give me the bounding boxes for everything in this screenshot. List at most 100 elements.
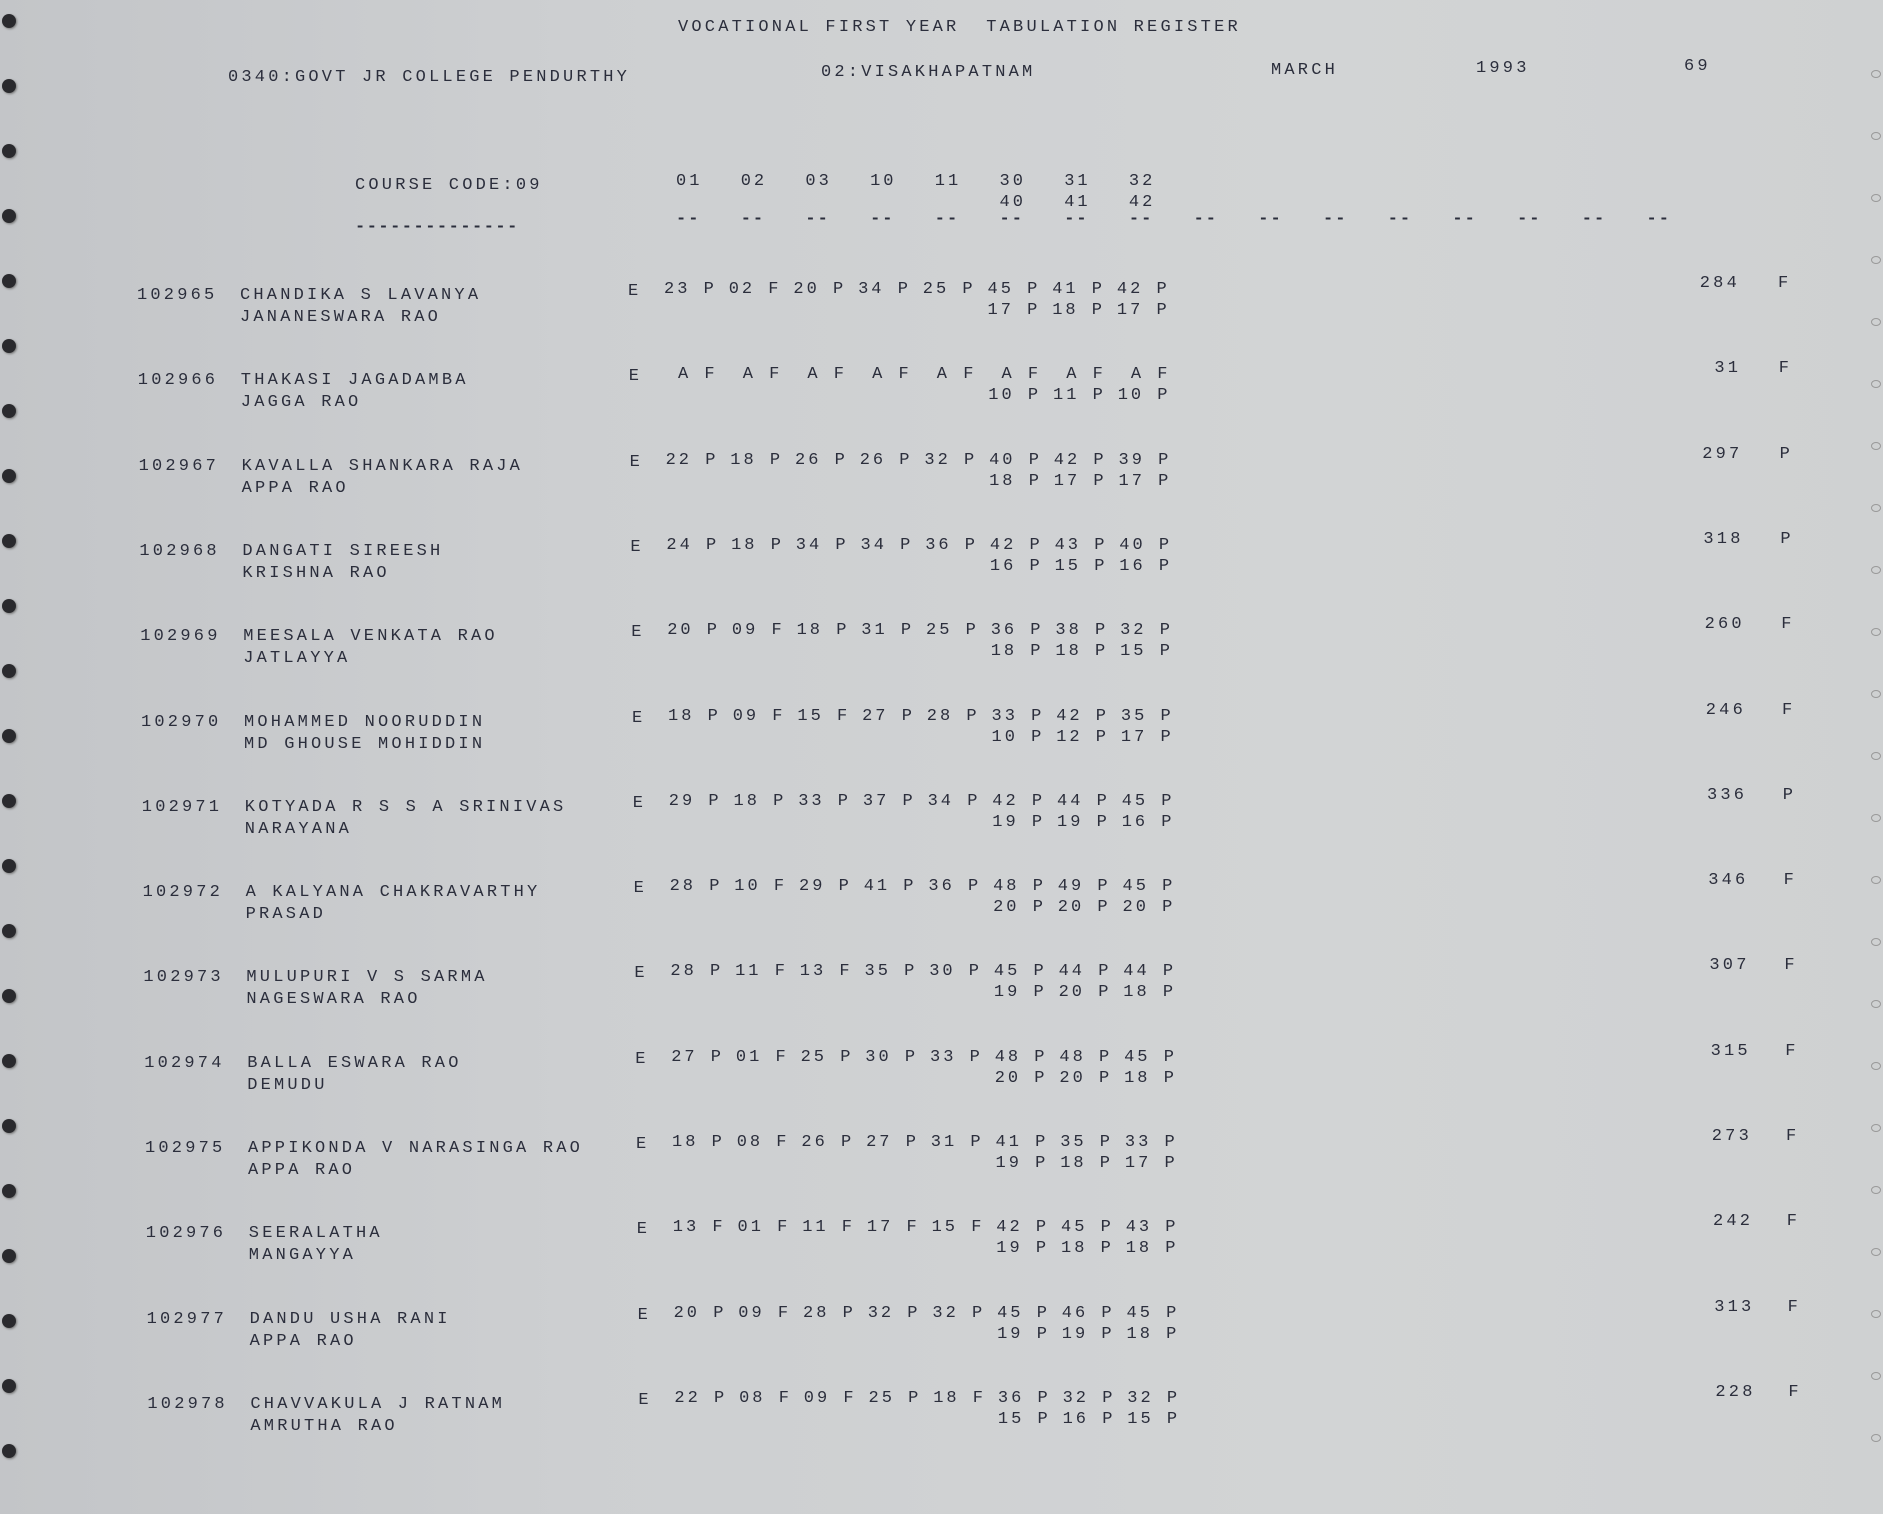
subject-mark: 36 P [990,621,1044,641]
father-name: APPA RAO [249,1331,357,1351]
roll-number: 102974 [144,1053,225,1073]
student-name: BALLA ESWARA RAO [247,1053,462,1073]
register-title: VOCATIONAL FIRST YEAR TABULATION REGISTE… [678,18,1241,37]
subject-mark: 19 P [996,1239,1050,1259]
exam-type: E [628,282,642,301]
page-number: 69 [1684,57,1711,76]
subject-mark: 18 P [733,791,787,811]
subject-mark: 18 P [731,535,784,555]
exam-type: E [635,1049,649,1069]
punch-hole-icon [1871,504,1881,512]
subject-mark: 20 P [667,621,720,641]
subject-mark: 29 P [668,791,722,811]
subject-code: 03 [805,172,832,191]
subject-mark: 19 P [993,983,1047,1003]
subject-mark: 37 P [862,791,916,811]
exam-type: E [638,1390,652,1410]
subject-mark: 45 P [1061,1218,1114,1238]
roll-number: 102977 [146,1309,228,1329]
subject-mark: 12 P [1056,727,1109,747]
subject-mark: 16 P [989,556,1043,576]
subject-mark: 45 P [1126,1303,1180,1323]
student-name: APPIKONDA V NARASINGA RAO [248,1139,584,1158]
column-divider: -- [805,210,830,229]
punch-hole-icon [1871,1186,1881,1194]
column-divider: -- [1387,210,1413,229]
student-name: CHAVVAKULA J RATNAM [250,1394,506,1414]
exam-type: E [636,1220,651,1240]
subject-code: 40 [999,193,1026,212]
subject-mark: 32 P [924,450,978,470]
subject-mark: 41 P [995,1133,1049,1152]
father-name: JATLAYYA [243,649,351,669]
roll-number: 102976 [145,1224,227,1244]
total-marks: 260 [1704,615,1745,635]
subject-mark: 08 F [736,1133,790,1152]
subject-mark: 26 P [801,1133,855,1152]
result-status: F [1786,1127,1800,1146]
subject-mark: 48 P [1059,1047,1113,1067]
father-name: NARAYANA [244,819,353,839]
student-name: KAVALLA SHANKARA RAJA [241,456,524,476]
punch-hole-icon [1871,132,1881,140]
punch-hole-icon [1871,752,1881,760]
punch-hole-icon [2,924,16,938]
subject-mark: 16 P [1121,812,1175,832]
result-status: P [1779,444,1793,464]
subject-mark: 13 F [672,1218,726,1238]
punch-hole-icon [2,339,16,353]
punch-hole-icon [1871,256,1881,264]
subject-mark: 17 P [987,301,1041,320]
subject-mark: 28 P [669,877,723,897]
subject-mark: 41 P [863,877,917,897]
result-status: F [1783,871,1797,891]
column-divider: -- [1581,210,1607,229]
subject-mark: 43 P [1125,1218,1179,1238]
subject-mark: 30 P [865,1047,919,1067]
subject-mark: 09 F [732,706,786,726]
punch-hole-icon [2,404,16,418]
subject-mark: 25 P [868,1388,922,1408]
subject-mark: 48 P [993,877,1046,897]
subject-mark: 27 P [866,1133,919,1152]
subject-code: 42 [1128,193,1156,212]
father-name: NAGESWARA RAO [246,990,421,1010]
subject-mark: 26 P [859,450,913,470]
subject-code: 32 [1128,172,1156,191]
subject-mark: 08 F [739,1388,792,1408]
punch-hole-icon [1871,1248,1881,1256]
total-marks: 315 [1710,1041,1751,1061]
result-status: F [1785,1041,1799,1061]
roll-number: 102966 [137,371,219,391]
subject-mark: 17 P [1120,727,1174,747]
subject-mark: 31 P [861,621,915,641]
subject-mark: 28 P [803,1303,856,1323]
subject-mark: 18 P [1126,1324,1180,1344]
student-name: MULUPURI V S SARMA [246,968,488,988]
subject-code: 02 [740,172,768,191]
punch-hole-icon [2,534,16,548]
result-status: F [1787,1297,1801,1317]
subject-mark: 38 P [1055,621,1109,641]
total-marks: 318 [1703,529,1744,549]
subject-mark: 20 P [993,898,1046,918]
total-marks: 346 [1708,871,1749,891]
exam-type: E [632,793,647,813]
exam-year: 1993 [1476,59,1530,78]
subject-mark: 23 P [664,280,717,299]
total-marks: 228 [1715,1382,1756,1402]
subject-mark: A F [858,365,912,385]
subject-mark: 11 F [802,1218,855,1238]
subject-mark: 30 P [929,962,982,982]
subject-mark: 33 P [798,791,851,811]
punch-hole-icon [1871,1124,1881,1132]
punch-hole-icon [2,664,16,678]
subject-code: 41 [1064,193,1091,212]
subject-mark: 18 P [668,706,721,726]
subject-mark: 17 P [1124,1154,1178,1173]
result-status: F [1778,359,1793,379]
punch-hole-icon [1871,628,1881,636]
subject-mark: 45 P [1121,791,1175,811]
subject-mark: 18 P [1125,1239,1179,1259]
subject-mark: 01 F [737,1218,791,1238]
